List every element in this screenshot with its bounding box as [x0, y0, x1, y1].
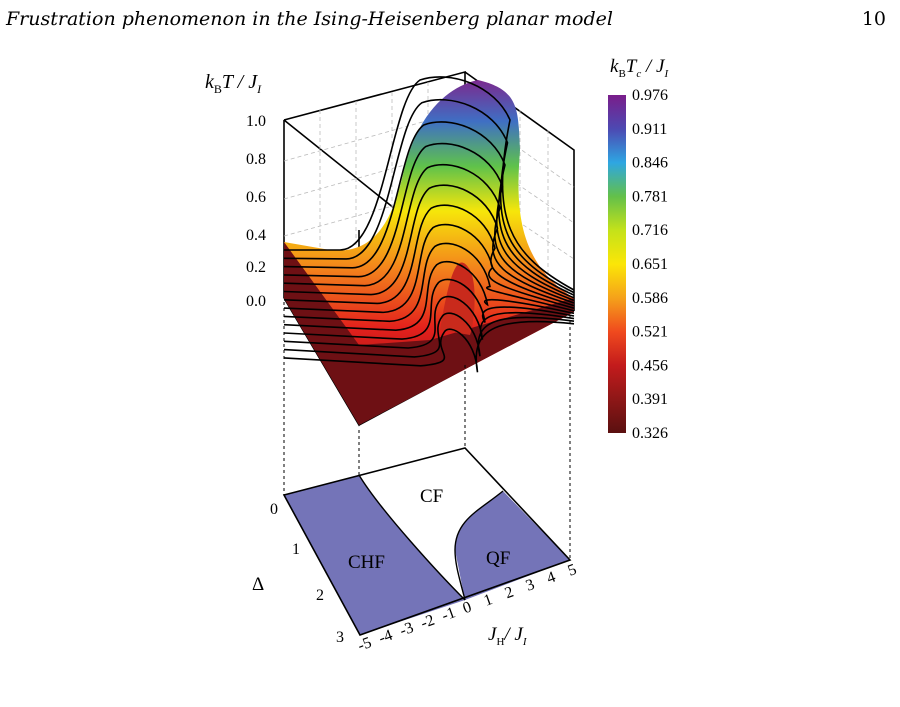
colorbar-label: 0.651 [632, 256, 668, 273]
surface-plot [283, 76, 575, 425]
surface-line [283, 98, 575, 294]
colorbar-label: 0.521 [632, 324, 668, 341]
delta-tick: 0 [270, 501, 278, 518]
jh-tick: -4 [377, 627, 395, 648]
surface-line [283, 320, 575, 373]
phase-diagram: CF CHF QF Δ 0 1 2 3 -5 -4 -3 -2 -1 0 1 2 3 4 5 JH/… [252, 447, 579, 655]
jh-tick: 5 [566, 561, 579, 580]
surface-line [283, 184, 575, 304]
colorbar-label: 0.586 [632, 290, 668, 307]
jh-tick: 4 [545, 569, 558, 588]
colorbar-gradient [608, 95, 626, 433]
jh-tick: 0 [461, 599, 474, 618]
page-number: 10 [861, 8, 886, 30]
jh-tick: -5 [356, 634, 374, 655]
z-tick: 0.8 [246, 151, 266, 168]
colorbar-label: 0.846 [632, 155, 668, 172]
delta-tick: 2 [316, 587, 324, 604]
colorbar-label: 0.456 [632, 357, 668, 374]
z-tick: 0.6 [246, 189, 266, 206]
jh-tick: -3 [398, 619, 416, 640]
jh-tick: -1 [440, 604, 458, 625]
colorbar-label: 0.911 [632, 121, 667, 138]
surface-line [283, 204, 575, 307]
surface-line [283, 242, 575, 323]
surface-line [283, 312, 575, 358]
surface-line [283, 278, 575, 340]
region-label-cf: CF [420, 486, 443, 507]
figure-3d-and-phase-diagram: kBT / JI 1.0 0.8 0.6 0.4 0.2 0.0 kBTc / … [205, 56, 669, 655]
z-axis: kBT / JI 1.0 0.8 0.6 0.4 0.2 0.0 [205, 71, 266, 310]
running-title: Frustration phenomenon in the Ising-Heis… [6, 8, 613, 30]
z-axis-label: kBT / JI [205, 71, 262, 96]
region-label-chf: CHF [348, 552, 385, 573]
colorbar: kBTc / JI 0.976 0.911 0.846 0.781 0.716 0.651… [608, 56, 669, 442]
jh-tick: 1 [482, 591, 495, 610]
projection-lines [283, 302, 571, 560]
colorbar-label: 0.976 [632, 87, 668, 104]
surface-line [283, 260, 575, 331]
colorbar-label: 0.391 [632, 391, 668, 408]
surface-contour-lines [283, 76, 575, 373]
jh-tick: 3 [524, 576, 537, 595]
colorbar-label: 0.781 [632, 188, 668, 205]
colorbar-label: 0.326 [632, 425, 668, 442]
surface-line [283, 163, 575, 302]
colorbar-title: kBTc / JI [610, 56, 669, 80]
region-label-qf: QF [486, 548, 510, 569]
z-tick: 0.2 [246, 259, 266, 276]
jh-tick: -2 [419, 612, 437, 633]
surface-line [284, 76, 575, 291]
surface-line [283, 223, 575, 314]
z-tick: 1.0 [246, 113, 266, 130]
delta-axis-label: Δ [252, 574, 264, 595]
jh-axis-label: JH/ JI [488, 624, 528, 648]
z-tick: 0.4 [246, 227, 266, 244]
delta-tick: 3 [336, 629, 344, 646]
surface-line [283, 295, 575, 349]
colorbar-label: 0.716 [632, 222, 668, 239]
delta-tick: 1 [292, 541, 300, 558]
surface-line [283, 121, 575, 296]
surface-line [283, 142, 575, 299]
jh-tick: 2 [503, 584, 516, 603]
z-tick: 0.0 [246, 293, 266, 310]
